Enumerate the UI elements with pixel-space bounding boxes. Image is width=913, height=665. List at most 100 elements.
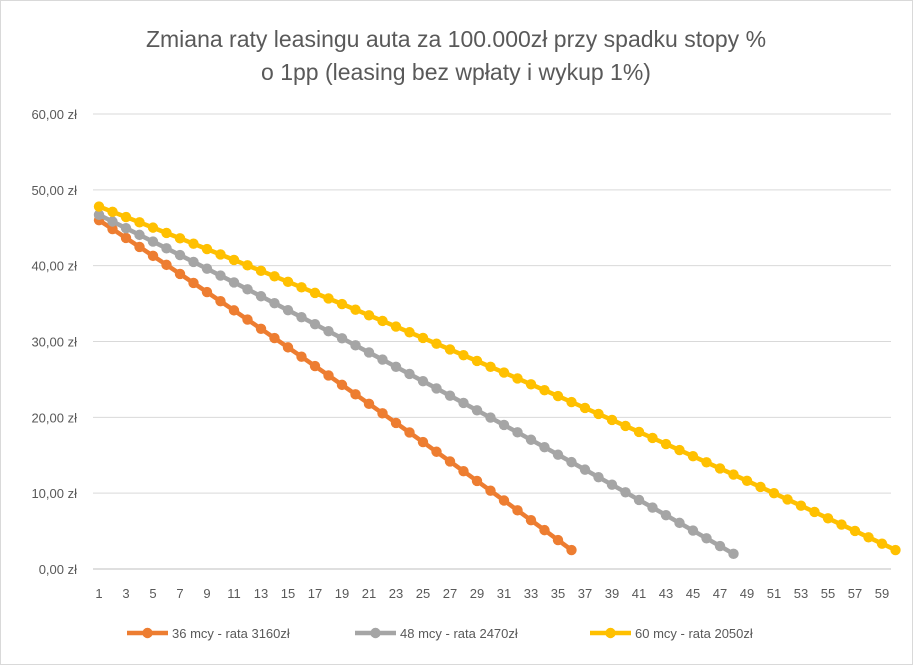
data-point <box>458 397 469 409</box>
data-point <box>809 506 820 518</box>
y-tick-label: 0,00 zł <box>39 562 77 577</box>
data-point <box>174 268 186 280</box>
data-point <box>242 314 253 325</box>
data-point <box>539 441 550 453</box>
data-point <box>147 250 159 262</box>
data-point <box>444 456 456 467</box>
x-tick-label: 15 <box>281 586 295 601</box>
data-point <box>822 513 834 524</box>
data-point <box>107 223 118 235</box>
data-point <box>161 243 172 254</box>
legend: 36 mcy - rata 3160zł 48 mcy - rata 2470zł… <box>127 626 753 641</box>
data-point <box>741 475 753 486</box>
data-point <box>269 332 280 344</box>
data-point <box>539 524 550 536</box>
y-tick-label: 40,00 zł <box>31 259 77 274</box>
data-point <box>674 444 685 456</box>
x-tick-label: 3 <box>122 586 129 601</box>
x-tick-label: 39 <box>605 586 619 601</box>
data-point <box>350 340 361 351</box>
data-point <box>404 427 415 438</box>
data-point <box>323 326 334 337</box>
x-tick-label: 21 <box>362 586 376 601</box>
data-point <box>579 464 591 475</box>
data-point <box>566 396 577 408</box>
data-point <box>633 426 645 438</box>
data-point <box>890 544 901 556</box>
data-point <box>633 494 645 506</box>
x-tick-label: 11 <box>227 586 241 601</box>
data-point <box>147 222 159 233</box>
x-tick-label: 35 <box>551 586 565 601</box>
legend-swatch-marker <box>370 627 381 639</box>
data-point <box>363 398 375 410</box>
data-point <box>201 286 213 298</box>
data-point <box>836 519 847 530</box>
data-point <box>404 327 415 338</box>
y-tick-label: 10,00 zł <box>31 486 77 501</box>
data-point <box>188 256 199 268</box>
data-point <box>120 232 132 244</box>
data-point <box>431 383 442 394</box>
data-point <box>269 271 280 282</box>
data-point <box>107 216 118 227</box>
x-tick-label: 59 <box>875 586 889 601</box>
data-point <box>228 305 240 316</box>
data-point <box>309 287 321 299</box>
y-tick-label: 60,00 zł <box>31 107 77 122</box>
data-point <box>755 481 766 493</box>
data-point <box>134 217 145 228</box>
x-tick-label: 51 <box>767 586 781 601</box>
data-point <box>228 277 240 288</box>
data-point <box>417 375 429 387</box>
x-tick-label: 5 <box>149 586 156 601</box>
data-point <box>552 390 564 402</box>
series-lines <box>93 201 901 560</box>
data-point <box>728 548 739 560</box>
data-point <box>255 323 267 335</box>
data-point <box>593 408 604 420</box>
data-point <box>336 298 348 310</box>
data-point <box>363 347 375 358</box>
data-point <box>471 355 483 367</box>
data-point <box>390 417 402 429</box>
data-point <box>728 469 739 480</box>
x-tick-label: 27 <box>443 586 457 601</box>
x-tick-label: 37 <box>578 586 592 601</box>
data-point <box>552 534 564 546</box>
data-point <box>215 296 226 307</box>
legend-swatch-marker <box>605 627 616 639</box>
data-point <box>714 463 726 474</box>
data-point <box>417 332 429 344</box>
data-point <box>188 277 199 289</box>
data-point <box>323 370 334 381</box>
x-tick-label: 31 <box>497 586 511 601</box>
data-point <box>620 487 631 498</box>
data-point <box>782 494 793 505</box>
data-point <box>296 282 307 293</box>
data-point <box>228 254 240 266</box>
series-2 <box>93 209 739 560</box>
data-point <box>296 311 307 323</box>
x-tick-label: 13 <box>254 586 268 601</box>
data-point <box>498 367 510 378</box>
data-point <box>390 361 402 372</box>
x-tick-label: 25 <box>416 586 430 601</box>
data-point <box>687 525 699 536</box>
data-point <box>525 434 537 445</box>
x-tick-label: 9 <box>203 586 210 601</box>
data-point <box>174 233 186 244</box>
data-point <box>647 432 658 444</box>
x-tick-label: 53 <box>794 586 808 601</box>
x-tick-label: 17 <box>308 586 322 601</box>
data-point <box>863 532 874 543</box>
data-point <box>539 384 550 396</box>
data-point <box>215 270 226 281</box>
data-point <box>282 276 294 288</box>
data-point <box>593 471 604 483</box>
data-point <box>282 304 294 316</box>
y-tick-label: 50,00 zł <box>31 183 77 198</box>
y-axis-tick-labels: 0,00 zł 10,00 zł 20,00 zł 30,00 zł 40,00 zł 5… <box>31 107 77 577</box>
